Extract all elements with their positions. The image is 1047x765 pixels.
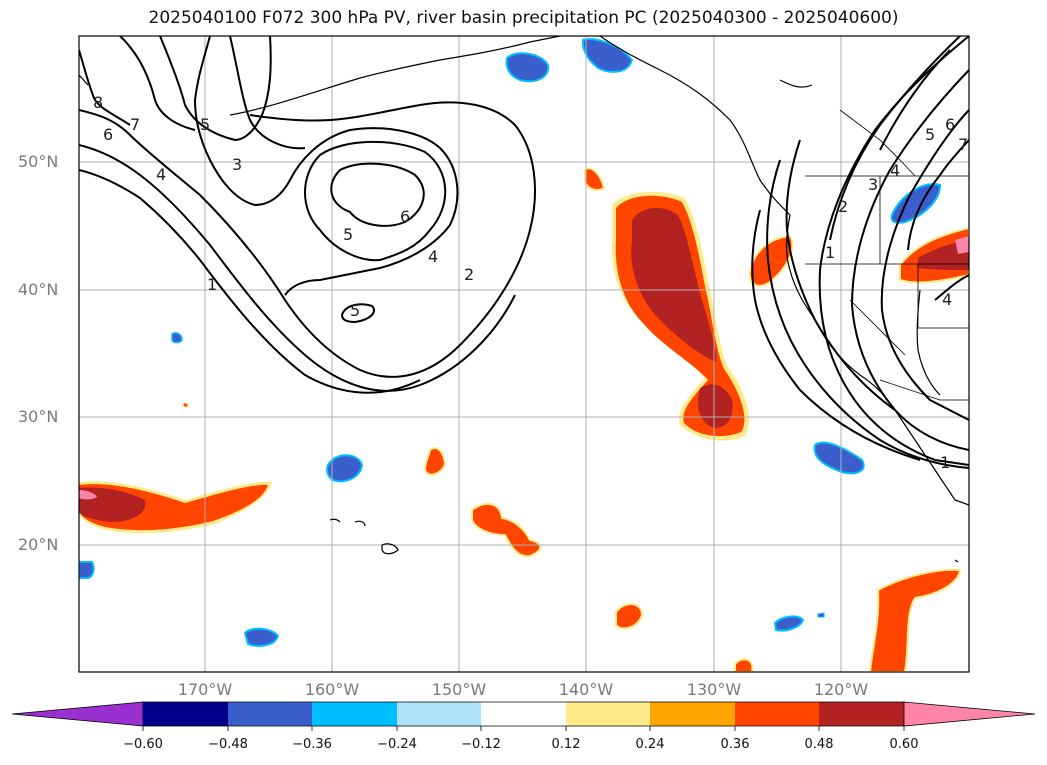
colorbar-extend-right <box>903 701 1036 727</box>
colorbar-tick-label: 0.48 <box>804 737 834 752</box>
colorbar-segment <box>819 702 904 726</box>
lat-label-50n: 50°N <box>18 152 59 171</box>
contour-label: 4 <box>942 290 952 309</box>
contour-label: 6 <box>103 125 113 144</box>
colorbar-extend-left <box>11 701 144 727</box>
contour-label: 6 <box>400 207 410 226</box>
colorbar-tick-label: −0.12 <box>461 737 501 752</box>
colorbar-segment <box>312 702 397 726</box>
colorbar-tick-label: 0.36 <box>720 737 750 752</box>
lon-label-150w: 150°W <box>431 680 487 699</box>
contour-label: 5 <box>200 115 210 134</box>
contour-label: 1 <box>825 243 835 262</box>
colorbar-segment <box>397 702 481 726</box>
precip-positive-shading <box>79 167 969 672</box>
contour-label: 2 <box>838 197 848 216</box>
contour-label: 1 <box>207 275 217 294</box>
map-frame <box>78 35 970 673</box>
lon-label-170w: 170°W <box>177 680 233 699</box>
colorbar <box>11 701 1036 731</box>
colorbar-segment <box>143 702 228 726</box>
contour-label: 4 <box>428 247 438 266</box>
lon-label-140w: 140°W <box>558 680 614 699</box>
lon-label-130w: 130°W <box>686 680 742 699</box>
colorbar-tick-label: 0.24 <box>635 737 665 752</box>
colorbar-tick-label: 0.12 <box>551 737 581 752</box>
contour-label: 3 <box>868 175 878 194</box>
contour-label: 7 <box>958 135 968 154</box>
colorbar-tick-label: −0.48 <box>208 737 248 752</box>
lon-label-160w: 160°W <box>304 680 360 699</box>
contour-label: 4 <box>156 165 166 184</box>
map-title: 2025040100 F072 300 hPa PV, river basin … <box>148 8 899 28</box>
colorbar-segment <box>650 702 735 726</box>
map-background <box>79 36 969 672</box>
lat-label-30n: 30°N <box>18 407 59 426</box>
lon-label-120w: 120°W <box>813 680 869 699</box>
colorbar-segment <box>566 702 650 726</box>
colorbar-segment <box>228 702 312 726</box>
pv-contour-labels: 8 7 6 5 4 3 1 5 6 5 4 2 1 2 3 4 5 6 7 4 … <box>93 93 968 472</box>
pv-contours <box>79 36 969 469</box>
colorbar-tick-label: −0.24 <box>377 737 417 752</box>
contour-label: 5 <box>343 225 353 244</box>
contour-label: 3 <box>232 155 242 174</box>
colorbar-segment <box>735 702 819 726</box>
colorbar-tick-label: −0.36 <box>292 737 332 752</box>
contour-label: 8 <box>93 93 103 112</box>
colorbar-tick-label: 0.60 <box>889 737 919 752</box>
contour-label: 2 <box>464 265 474 284</box>
contour-label: 6 <box>945 115 955 134</box>
contour-label: 5 <box>925 125 935 144</box>
colorbar-tick-label: −0.60 <box>123 737 163 752</box>
contour-label: 4 <box>890 161 900 180</box>
contour-label: 1 <box>940 453 950 472</box>
contour-label: 7 <box>130 115 140 134</box>
lat-label-40n: 40°N <box>18 280 59 299</box>
colorbar-segment <box>481 702 566 726</box>
gridlines <box>79 36 969 672</box>
contour-label: 5 <box>350 301 360 320</box>
lat-label-20n: 20°N <box>18 535 59 554</box>
